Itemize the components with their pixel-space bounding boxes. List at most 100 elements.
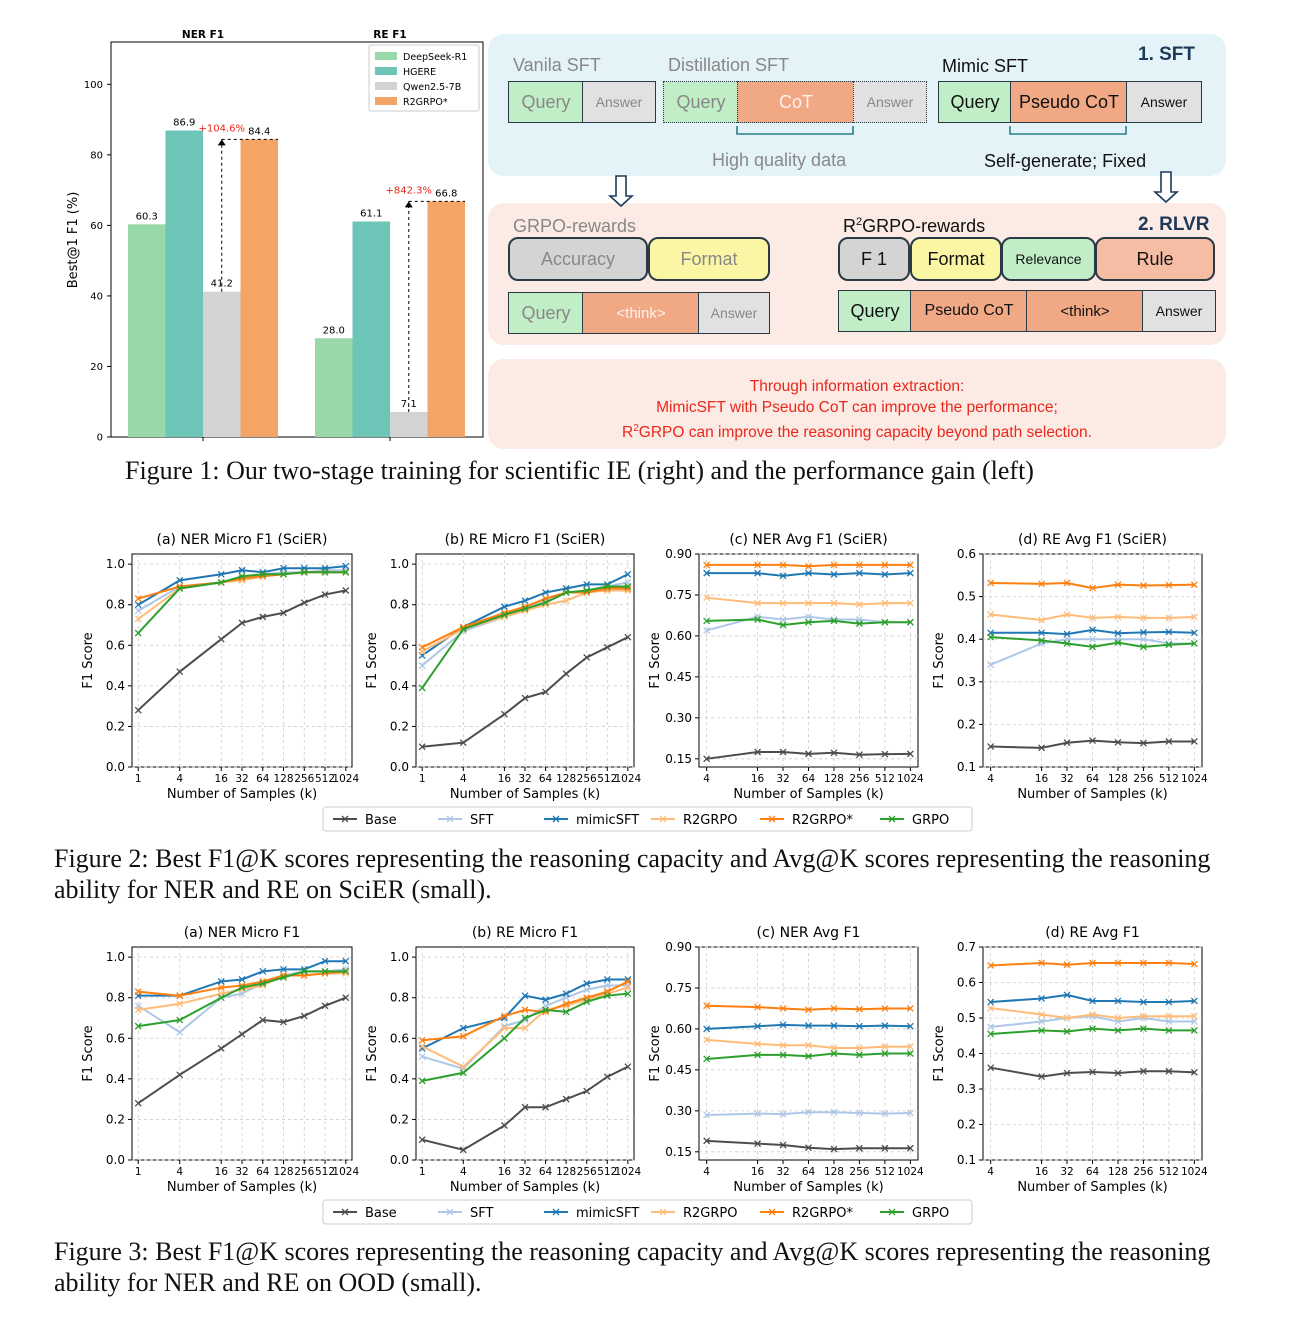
series-marker [459,739,467,747]
series-marker [779,599,787,607]
x-tick-label: 16 [215,1166,229,1178]
series-marker [321,957,329,965]
y-tick-label: 0.0 [106,760,125,774]
series-marker [176,1028,184,1036]
legend-label: R2GRPO [683,813,737,828]
series-marker [1165,1018,1173,1026]
series-marker [1165,737,1173,745]
series-marker [603,992,611,1000]
series-marker [1089,584,1096,592]
series-marker [217,978,225,985]
series-marker [1063,1014,1071,1022]
x-tick-label: 256 [849,773,869,785]
x-tick-label: 16 [751,773,765,785]
series-marker [805,599,812,607]
series-marker [500,1122,508,1129]
series-marker [280,965,287,973]
bar-legend-swatch [375,97,397,105]
series-marker [855,561,863,569]
x-tick-label: 512 [875,773,895,785]
series-marker [1190,737,1198,745]
series-marker [134,1006,142,1014]
series-marker [603,582,611,590]
y-tick-label: 0.6 [390,638,409,652]
series-marker [1139,643,1147,651]
legend-label: SFT [470,813,494,828]
x-tick-label: 128 [273,773,293,785]
y-tick-label: 0.5 [957,1011,976,1025]
x-tick-label: 32 [776,773,789,785]
distill-cot-box: CoT [737,81,855,123]
x-tick-label: 16 [751,1166,765,1178]
series-marker [830,1050,838,1057]
series-line-r2grpo [706,1038,911,1050]
series-marker [881,571,889,578]
legend-label: R2GRPO* [792,813,853,828]
plot-frame [982,553,1203,768]
x-tick-label: 512 [1159,1166,1179,1178]
x-tick-label: 32 [235,773,248,785]
series-marker [176,668,184,676]
series-marker [300,1012,308,1020]
series-marker [830,1145,838,1153]
x-tick-label: 32 [1060,773,1073,785]
series-marker [855,751,863,759]
x-tick-label: 1 [419,1166,426,1178]
y-tick-label: 1.0 [390,557,409,571]
series-marker [1038,744,1046,752]
series-marker [521,1024,529,1032]
r2grpo-rewards-title: R2GRPO-rewards [843,216,986,236]
series-marker [238,619,246,627]
y-tick-label: 0.0 [390,1153,409,1167]
series-marker [830,749,838,757]
series-marker [500,611,508,619]
series-marker [459,1063,467,1071]
x-tick-label: 128 [1108,773,1128,785]
x-tick-label: 128 [556,773,576,785]
series-marker [1190,1012,1198,1020]
bar-legend-label: Qwen2.5-7B [403,82,461,93]
r2-answer-box: Answer [1142,290,1216,332]
series-marker [342,562,350,570]
series-marker [1114,629,1122,637]
series-marker [754,561,762,569]
series-marker [1038,629,1046,637]
series-marker [583,580,591,588]
figure3-caption: Figure 3: Best F1@K scores representing … [54,1237,1211,1297]
series-marker [134,629,142,637]
plot-frame [415,946,635,1161]
series-marker [881,599,889,607]
series-marker [624,984,632,992]
y-tick-label: 0.6 [390,1031,409,1045]
series-marker [583,1087,591,1095]
bar-group-title: NER F1 [182,29,224,41]
series-marker [1139,1025,1147,1033]
series-marker [1038,616,1046,624]
series-marker [342,587,350,594]
series-marker [1114,959,1122,967]
y-tick-label: 0.8 [106,598,125,612]
series-marker [418,643,426,651]
series-marker [1114,613,1122,621]
x-tick-label: 1 [135,773,142,785]
series-marker [906,569,914,577]
series-marker [703,1025,711,1033]
y-tick-label: 0.90 [665,940,692,954]
high-quality-bracket [736,126,854,135]
series-marker [754,1140,762,1148]
series-marker [805,1144,812,1152]
y-tick-label: 0.3 [957,675,976,689]
x-tick-label: 512 [875,1166,895,1178]
series-marker [881,1043,889,1051]
mimic-pseudo-cot-box: Pseudo CoT [1010,81,1128,123]
bar-value-label: 86.9 [173,118,195,129]
bar-hgere [352,221,390,437]
legend-label: R2GRPO [683,1206,737,1221]
series-marker [1089,1010,1096,1018]
x-tick-label: 16 [1035,1166,1049,1178]
bar-chart: 0 20 40 60 80 100 Best@1 F1 (%) 60.3 28.0 86.9 61.… [66,29,484,444]
line-chart: 0.15 0.30 0.45 0.60 0.75 0.90 4 16 32 64 128 256 512… [648,925,924,1195]
y-tick-label: 0.1 [957,1153,976,1167]
